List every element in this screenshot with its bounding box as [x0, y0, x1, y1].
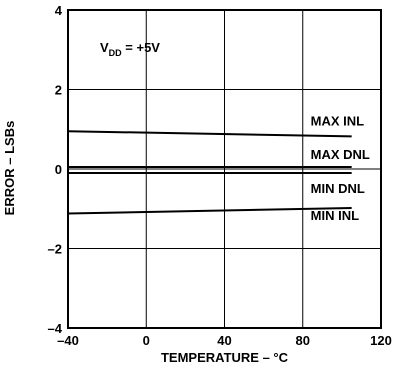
x-tick-label: 0	[143, 333, 150, 348]
y-tick-label: –4	[48, 321, 63, 336]
tick-labels: –40 0 40 80 120 –4 –2 0 2 4	[48, 3, 392, 348]
series-label-min-dnl: MIN DNL	[311, 181, 365, 196]
series-label-min-inl: MIN INL	[311, 208, 359, 223]
y-axis-title: ERROR – LSBs	[2, 121, 17, 216]
series-line-max-inl	[67, 130, 352, 138]
vdd-annotation-rest: = +5V	[122, 40, 161, 55]
x-tick-label: –40	[57, 333, 79, 348]
y-tick-label: 0	[55, 162, 62, 177]
series-lines	[67, 130, 352, 215]
grid	[67, 9, 382, 329]
y-tick-label: 4	[55, 3, 63, 18]
series-labels: MAX INL MAX DNL MIN DNL MIN INL	[311, 113, 370, 223]
x-tick-label: 40	[217, 333, 231, 348]
vdd-annotation-main: V	[100, 40, 109, 55]
vdd-annotation: VDD = +5V	[100, 40, 160, 58]
series-line-min-inl	[67, 206, 352, 215]
x-axis-title: TEMPERATURE – °C	[161, 350, 289, 365]
x-tick-label: 80	[296, 333, 310, 348]
vdd-annotation-sub: DD	[109, 48, 122, 58]
y-tick-label: –2	[48, 242, 62, 257]
series-label-max-inl: MAX INL	[311, 113, 365, 128]
y-tick-label: 2	[55, 83, 62, 98]
series-label-max-dnl: MAX DNL	[311, 147, 370, 162]
x-tick-label: 120	[370, 333, 392, 348]
plot-frame	[67, 9, 382, 329]
